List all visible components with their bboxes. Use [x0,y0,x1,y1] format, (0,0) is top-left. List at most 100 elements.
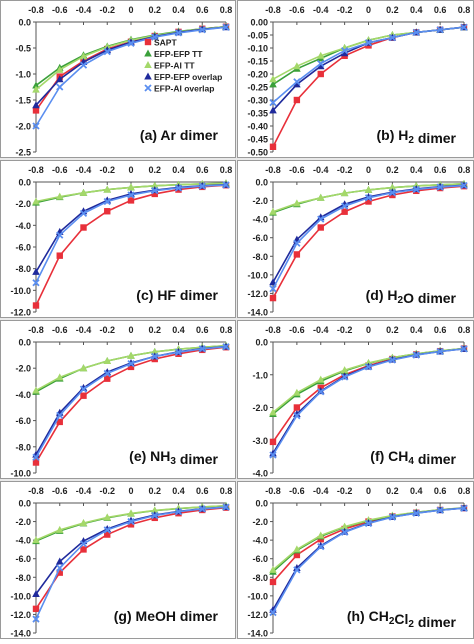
data-point [269,565,277,573]
data-point [32,386,40,394]
data-point [317,543,325,551]
y-tick-label: -4.0 [252,215,268,225]
y-tick-label: 0.0 [255,499,268,509]
x-tick-label: 0.2 [386,325,399,335]
data-point [79,383,88,391]
chart-panel-h: 0.0 -2.0 -4.0 -6.0 -8.0 -10.0 -12.0 -14.0 -0.8 -0… [237,481,474,639]
series-markers-efp-ai-overlap [32,343,230,461]
y-tick-label: -2.0 [252,196,268,206]
data-point [151,187,159,195]
x-tick-label: -0.6 [289,5,305,15]
x-tick-label: 0 [366,165,371,175]
data-point [127,363,135,371]
data-point [412,185,420,194]
data-point [460,181,468,190]
data-point [127,509,135,517]
x-tick-label: -0.8 [265,486,281,496]
y-tick-label: 0.00 [250,18,268,28]
data-point [316,541,325,549]
data-point [32,302,40,309]
x-tick-label: -0.6 [52,5,68,15]
data-point [127,191,135,199]
data-point [127,517,135,526]
data-point [317,215,325,223]
data-point [144,38,152,46]
series-markers-efp-ai-overlap [32,503,230,623]
data-point [103,369,111,378]
data-point [55,373,64,381]
x-tick-label: 0.6 [434,5,447,15]
data-point [388,33,397,42]
y-tick-label: -0.45 [247,135,268,145]
data-point [32,85,40,93]
data-point [144,72,152,80]
data-point [293,404,301,411]
series-markers-efp-ai-overlap [32,23,230,130]
data-point [103,356,112,364]
data-point [32,453,40,461]
data-point [79,518,88,526]
data-point [144,61,152,68]
data-point [269,578,277,586]
data-point [412,351,420,359]
x-tick-label: -0.6 [289,325,305,335]
y-tick-label: -12.0 [10,308,31,318]
series-markers-efp-ai-overlap [269,504,468,617]
x-tick-label: 0.8 [220,325,233,335]
x-tick-label: -0.2 [337,5,353,15]
series-markers-efp-ai-overlap [269,181,468,293]
series-markers-efp-ai-overlap [269,23,468,107]
y-tick-label: -8.0 [252,252,268,262]
y-tick-label: -3.0 [252,436,268,446]
x-tick-label: -0.4 [76,5,92,15]
x-tick-label: -0.4 [313,486,329,496]
data-point [269,143,277,150]
data-point [317,224,324,231]
x-tick-label: 0.6 [434,325,447,335]
data-point [222,503,230,511]
data-point [340,522,349,530]
panel-title: (d) H2O dimer [366,287,457,306]
y-tick-label: -2.5 [15,148,31,158]
x-tick-label: -0.8 [265,325,281,335]
y-tick-label: 0.0 [255,338,268,348]
data-point [32,107,40,114]
data-point [293,412,301,420]
data-point [340,366,349,374]
y-tick-label: -8.0 [15,573,31,583]
x-tick-label: 0.8 [220,486,233,496]
data-point [412,28,420,37]
y-tick-label: -14.0 [10,629,31,639]
y-tick-label: -1.0 [15,70,31,80]
data-point [198,505,206,513]
data-point [198,345,206,353]
data-point [364,519,373,528]
data-point [293,62,301,70]
data-point [55,192,64,200]
x-tick-label: -0.2 [99,486,115,496]
data-point [80,546,87,553]
chart-panel-f: 0.0 -1.0 -2.0 -3.0 -4.0 -0.8 -0.6 -0.4 -0.2 0 0.2 0… [237,320,474,479]
data-point [340,49,349,57]
x-tick-label: 0.4 [410,325,423,335]
data-point [388,183,397,191]
data-point [150,181,159,189]
y-tick-label: -0.30 [247,96,268,106]
data-point [104,531,111,538]
y-tick-label: -0.50 [247,148,268,158]
data-point [317,388,325,396]
data-point [150,506,159,514]
data-point [316,193,325,201]
data-point [222,343,230,351]
y-tick-label: -8.0 [15,442,31,452]
data-point [151,352,159,361]
data-point [198,182,206,190]
x-tick-label: 0.4 [172,325,185,335]
data-point [316,531,325,539]
x-tick-label: 0.2 [386,486,399,496]
x-tick-label: -0.4 [313,5,329,15]
data-point [293,78,301,86]
data-point [56,83,64,91]
